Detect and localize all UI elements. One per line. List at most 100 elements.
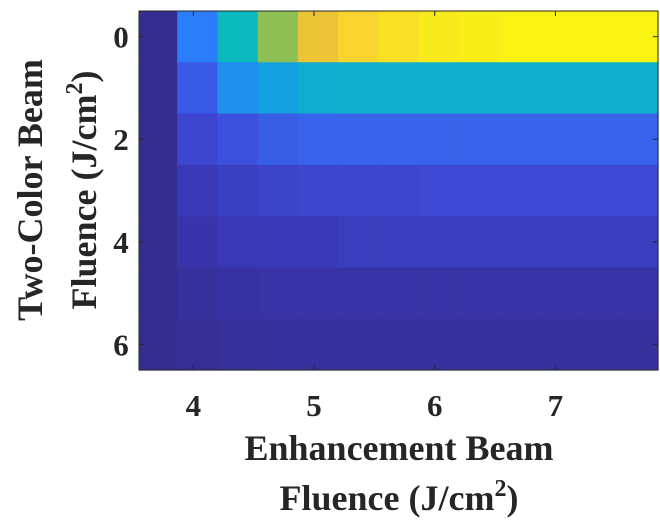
heatmap-cell xyxy=(458,318,500,371)
heatmap-cell xyxy=(257,216,299,269)
heatmap-cell xyxy=(139,113,178,166)
heatmap-cell xyxy=(539,164,581,217)
heatmap-cell xyxy=(139,216,178,269)
x-axis-label-line2: Fluence (J/cm2) xyxy=(280,476,519,518)
x-tick-label: 4 xyxy=(186,388,202,423)
heatmap-cell xyxy=(257,164,299,217)
heatmap-cell xyxy=(297,62,339,115)
heatmap-cell xyxy=(338,164,380,217)
x-tick-label: 7 xyxy=(548,388,564,423)
y-tick-label: 0 xyxy=(113,20,129,55)
heatmap-cell xyxy=(579,267,621,320)
heatmap-cell xyxy=(579,62,621,115)
heatmap-cell xyxy=(499,216,540,269)
heatmap-cell xyxy=(139,318,178,371)
heatmap-cell xyxy=(338,216,380,269)
y-axis-label-line1: Two-Color Beam xyxy=(10,59,50,321)
heatmap-cell xyxy=(177,216,219,269)
y-axis-ticks: 0 2 4 6 xyxy=(113,20,658,362)
heatmap-cell xyxy=(177,113,219,166)
heatmap-cell xyxy=(257,62,299,115)
heatmap-cell xyxy=(297,164,339,217)
heatmap-cell xyxy=(139,11,178,63)
x-axis-label-line2-prefix: Fluence (J/cm xyxy=(280,478,495,518)
heatmap-cell xyxy=(539,267,581,320)
heatmap-cell xyxy=(539,318,581,371)
x-tick-label: 5 xyxy=(306,388,322,423)
x-axis-label-line1: Enhancement Beam xyxy=(245,428,554,468)
heatmap-cell xyxy=(378,318,420,371)
heatmap-cells xyxy=(139,11,659,371)
heatmap-cell xyxy=(217,267,259,320)
heatmap-cell xyxy=(619,62,659,115)
heatmap-cell xyxy=(338,318,380,371)
heatmap-cell xyxy=(458,216,500,269)
y-tick-label: 6 xyxy=(113,327,129,362)
heatmap-cell xyxy=(619,318,659,371)
x-axis-label-line2-suffix: ) xyxy=(506,478,518,518)
heatmap-cell xyxy=(297,216,339,269)
heatmap-cell xyxy=(499,113,540,166)
heatmap-cell xyxy=(217,11,259,63)
plot-frame xyxy=(138,10,659,371)
y-axis-label-line2-prefix: Fluence (J/cm xyxy=(64,95,104,310)
heatmap-cell xyxy=(579,113,621,166)
heatmap-cell xyxy=(418,113,460,166)
x-tick-label: 6 xyxy=(427,388,443,423)
heatmap-cell xyxy=(338,267,380,320)
heatmap-cell xyxy=(499,164,540,217)
heatmap-cell xyxy=(378,113,420,166)
heatmap-cell xyxy=(297,318,339,371)
heatmap-cell xyxy=(619,113,659,166)
heatmap-cell xyxy=(257,11,299,63)
heatmap-cell xyxy=(177,164,219,217)
x-axis-ticks: 4 5 6 7 xyxy=(186,11,564,423)
heatmap-cell xyxy=(297,267,339,320)
heatmap-cell xyxy=(378,11,420,63)
heatmap-cell xyxy=(257,113,299,166)
heatmap-cell xyxy=(217,164,259,217)
heatmap-cell xyxy=(338,113,380,166)
heatmap-cell xyxy=(217,318,259,371)
heatmap-cell xyxy=(619,267,659,320)
heatmap-cell xyxy=(378,267,420,320)
heatmap-cell xyxy=(177,318,219,371)
heatmap-cell xyxy=(177,267,219,320)
heatmap-cell xyxy=(257,267,299,320)
heatmap-cell xyxy=(458,267,500,320)
heatmap-cell xyxy=(418,11,460,63)
heatmap-cell xyxy=(458,11,500,63)
heatmap-cell xyxy=(458,164,500,217)
heatmap-cell xyxy=(217,62,259,115)
heatmap-cell xyxy=(619,164,659,217)
heatmap-cell xyxy=(499,62,540,115)
heatmap-cell xyxy=(217,113,259,166)
heatmap-cell xyxy=(619,216,659,269)
heatmap-cell xyxy=(579,164,621,217)
heatmap-cell xyxy=(418,62,460,115)
heatmap-cell xyxy=(418,267,460,320)
heatmap-cell xyxy=(539,11,581,63)
heatmap-cell xyxy=(177,62,219,115)
heatmap-cell xyxy=(579,11,621,63)
heatmap-cell xyxy=(458,113,500,166)
y-tick-label: 4 xyxy=(113,225,129,260)
heatmap-cell xyxy=(338,62,380,115)
heatmap-cell xyxy=(499,267,540,320)
heatmap-cell xyxy=(297,11,339,63)
heatmap-cell xyxy=(539,62,581,115)
heatmap-cell xyxy=(579,318,621,371)
x-axis-label-line2-sup: 2 xyxy=(494,476,506,502)
heatmap-cell xyxy=(418,318,460,371)
heatmap-cell xyxy=(217,216,259,269)
heatmap-cell xyxy=(378,62,420,115)
heatmap-cell xyxy=(619,11,659,63)
heatmap-cell xyxy=(418,164,460,217)
heatmap-cell xyxy=(139,267,178,320)
heatmap-cell xyxy=(499,11,540,63)
y-axis-label-line2: Fluence (J/cm2) xyxy=(62,71,104,310)
heatmap-cell xyxy=(139,164,178,217)
heatmap-cell xyxy=(418,216,460,269)
y-axis-label-line2-suffix: ) xyxy=(64,71,104,83)
